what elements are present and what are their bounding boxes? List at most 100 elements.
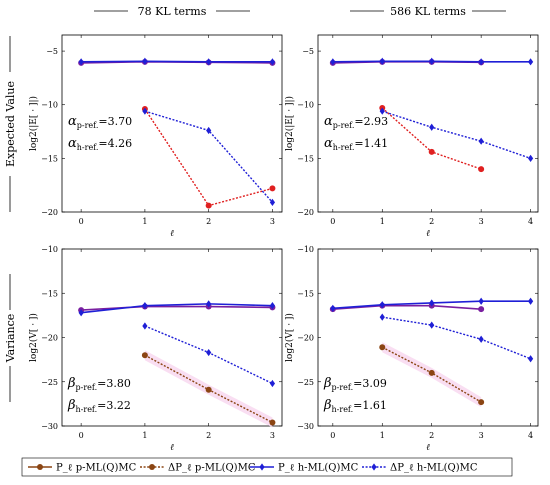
x-tick-label: 2	[206, 217, 211, 226]
plot-frame	[317, 34, 539, 213]
data-point	[269, 198, 276, 206]
data-point	[330, 58, 336, 66]
x-tick-label: 4	[528, 431, 533, 440]
data-point	[379, 313, 385, 321]
data-point	[78, 58, 84, 66]
row-title: Expected Value	[4, 81, 17, 167]
y-axis-label: log2(|E[ · ]|)	[284, 96, 295, 151]
data-point	[527, 58, 534, 66]
x-tick-label: 0	[330, 217, 335, 226]
data-point	[379, 57, 385, 65]
rate-annotation: αp-ref.=2.93	[324, 114, 388, 130]
panel-bottom-left: 0 1 2 3 −30 −25 −20 −15 −10 ℓ log2(V[ · ]) βp-ref.=…	[28, 245, 283, 453]
series-dP-h	[142, 322, 276, 388]
x-axis-label: ℓ	[426, 229, 430, 239]
y-tick-label: −5	[46, 47, 58, 56]
line-P-p	[81, 305, 273, 311]
x-tick-label: 0	[79, 217, 84, 226]
x-tick-label: 2	[206, 431, 211, 440]
x-axis-label: ℓ	[426, 443, 430, 453]
data-point	[330, 304, 336, 312]
data-point	[478, 137, 484, 145]
rate-annotation: βh-ref.=1.61	[323, 398, 387, 414]
legend-label: ΔP_ℓ h-ML(Q)MC	[390, 463, 478, 474]
legend-entry: ΔP_ℓ p-ML(Q)MC	[140, 463, 256, 474]
line-dP-h	[382, 316, 531, 360]
legend: P_ℓ p-ML(Q)MC ΔP_ℓ p-ML(Q)MC P_ℓ h-ML(Q)MC…	[21, 457, 513, 477]
data-point	[429, 57, 435, 65]
data-point	[142, 107, 148, 115]
y-tick-label: −15	[41, 154, 58, 163]
y-axis-label: log2(V[ · ])	[28, 313, 39, 362]
legend-entry: P_ℓ p-ML(Q)MC	[28, 463, 137, 474]
data-point	[269, 302, 276, 310]
data-point	[379, 107, 385, 115]
data-point	[527, 154, 534, 162]
rate-annotation: αh-ref.=1.41	[324, 136, 388, 152]
data-point	[269, 419, 276, 426]
series-dP-h	[379, 313, 534, 363]
data-point	[478, 58, 484, 66]
legend-marker	[371, 463, 377, 471]
x-tick-label: 3	[270, 431, 275, 440]
titles: 78 KL terms 586 KL terms Expected Value Var…	[4, 5, 506, 402]
line-dP-h	[382, 110, 531, 160]
plot-frame	[61, 34, 283, 213]
y-tick-label: −15	[297, 289, 314, 298]
line-dP-p	[381, 107, 482, 170]
y-tick-label: −5	[302, 47, 314, 56]
data-point	[142, 302, 148, 310]
y-tick-label: −25	[41, 378, 58, 387]
series-dP-h	[379, 107, 534, 162]
series-P-h	[330, 297, 534, 312]
x-tick-label: 2	[429, 217, 434, 226]
data-point	[206, 348, 212, 357]
data-point	[478, 166, 485, 173]
x-tick-label: 4	[528, 217, 533, 226]
panel-top-left: 0 1 2 3 −20 −15 −10 −5 ℓ log2(|E[ · ]|) αp-ref.=3.…	[28, 34, 283, 239]
legend-entry: ΔP_ℓ h-ML(Q)MC	[362, 463, 478, 474]
data-point	[206, 126, 212, 135]
data-point	[379, 344, 386, 351]
x-tick-label: 2	[429, 431, 434, 440]
panel-top-right: 0 1 2 3 4 −20 −15 −10 −5 ℓ log2(|E[ · ]|) αp-ref.=2…	[284, 34, 539, 239]
series-dP-h	[142, 107, 276, 206]
series-dP-p	[379, 344, 485, 406]
data-point	[269, 185, 276, 192]
y-tick-label: −10	[41, 101, 58, 110]
data-point	[478, 297, 484, 305]
line-dP-p	[144, 108, 273, 207]
y-axis-label: log2(|E[ · ]|)	[28, 96, 39, 151]
y-tick-label: −15	[41, 289, 58, 298]
y-axis-label: log2(V[ · ])	[284, 313, 295, 362]
x-tick-label: 1	[142, 217, 147, 226]
line-P-h	[81, 60, 273, 63]
data-point	[428, 148, 435, 155]
data-point	[141, 352, 148, 359]
x-axis-label: ℓ	[170, 229, 174, 239]
data-point	[206, 58, 212, 66]
y-tick-label: −20	[297, 208, 314, 217]
y-tick-label: −10	[297, 101, 314, 110]
legend-marker	[37, 464, 43, 470]
panels: 0 1 2 3 −20 −15 −10 −5 ℓ log2(|E[ · ]|) αp-ref.=3.…	[28, 34, 539, 453]
y-tick-label: −10	[41, 245, 58, 254]
legend-entry: P_ℓ h-ML(Q)MC	[250, 463, 359, 474]
series-P-h	[330, 57, 534, 66]
x-tick-label: 3	[479, 217, 484, 226]
y-tick-label: −20	[41, 208, 58, 217]
y-tick-label: −20	[297, 334, 314, 343]
data-point	[379, 301, 385, 309]
data-point	[478, 399, 485, 406]
line-P-p	[332, 304, 482, 310]
series-dP-p	[141, 352, 276, 426]
plot-frame	[317, 248, 539, 427]
x-tick-label: 0	[330, 431, 335, 440]
legend-marker	[149, 464, 155, 470]
y-tick-label: −15	[297, 154, 314, 163]
data-point	[206, 300, 212, 308]
rate-annotation: αp-ref.=3.70	[68, 114, 132, 130]
column-title: 586 KL terms	[390, 5, 466, 18]
rate-annotation: βp-ref.=3.09	[323, 376, 387, 392]
